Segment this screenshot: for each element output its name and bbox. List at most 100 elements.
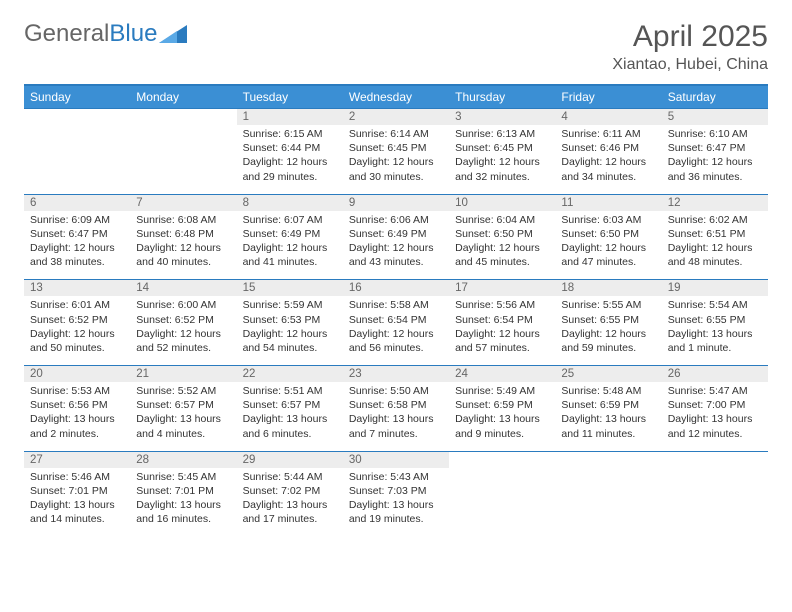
day-number-cell: 9	[343, 194, 449, 211]
empty-cell	[24, 125, 130, 194]
sunrise-text: Sunrise: 5:51 AM	[243, 384, 337, 398]
daylight-text: Daylight: 12 hours and 41 minutes.	[243, 241, 337, 269]
sunrise-text: Sunrise: 5:58 AM	[349, 298, 443, 312]
daylight-text: Daylight: 12 hours and 38 minutes.	[30, 241, 124, 269]
day-number: 20	[24, 366, 130, 382]
sunset-text: Sunset: 6:47 PM	[30, 227, 124, 241]
sunset-text: Sunset: 6:50 PM	[561, 227, 655, 241]
day-detail-cell: Sunrise: 6:10 AMSunset: 6:47 PMDaylight:…	[662, 125, 768, 194]
daylight-text: Daylight: 13 hours and 4 minutes.	[136, 412, 230, 440]
sunrise-text: Sunrise: 5:59 AM	[243, 298, 337, 312]
sunset-text: Sunset: 6:46 PM	[561, 141, 655, 155]
daylight-text: Daylight: 12 hours and 59 minutes.	[561, 327, 655, 355]
day-detail-cell: Sunrise: 6:01 AMSunset: 6:52 PMDaylight:…	[24, 296, 130, 365]
daylight-text: Daylight: 13 hours and 2 minutes.	[30, 412, 124, 440]
day-number-cell: 13	[24, 280, 130, 297]
day-number: 23	[343, 366, 449, 382]
sunset-text: Sunset: 6:52 PM	[136, 313, 230, 327]
sunrise-text: Sunrise: 5:56 AM	[455, 298, 549, 312]
week-daynum-row: 6789101112	[24, 194, 768, 211]
day-detail-cell: Sunrise: 5:46 AMSunset: 7:01 PMDaylight:…	[24, 468, 130, 537]
sunrise-text: Sunrise: 5:52 AM	[136, 384, 230, 398]
daylight-text: Daylight: 12 hours and 54 minutes.	[243, 327, 337, 355]
day-number-cell: 29	[237, 451, 343, 468]
sunset-text: Sunset: 6:57 PM	[136, 398, 230, 412]
day-detail-cell: Sunrise: 5:50 AMSunset: 6:58 PMDaylight:…	[343, 382, 449, 451]
day-number: 4	[555, 109, 661, 125]
brand-word-1: General	[24, 20, 109, 48]
day-number-cell: 21	[130, 366, 236, 383]
daylight-text: Daylight: 12 hours and 56 minutes.	[349, 327, 443, 355]
day-number-cell: 1	[237, 109, 343, 126]
sunset-text: Sunset: 6:54 PM	[349, 313, 443, 327]
daylight-text: Daylight: 12 hours and 43 minutes.	[349, 241, 443, 269]
day-number-cell: 5	[662, 109, 768, 126]
daylight-text: Daylight: 13 hours and 1 minute.	[668, 327, 762, 355]
empty-cell	[449, 451, 555, 468]
day-number: 5	[662, 109, 768, 125]
daylight-text: Daylight: 12 hours and 45 minutes.	[455, 241, 549, 269]
sunset-text: Sunset: 6:45 PM	[455, 141, 549, 155]
day-number-cell: 2	[343, 109, 449, 126]
sunset-text: Sunset: 7:02 PM	[243, 484, 337, 498]
sunrise-text: Sunrise: 6:03 AM	[561, 213, 655, 227]
daylight-text: Daylight: 12 hours and 29 minutes.	[243, 155, 337, 183]
daylight-text: Daylight: 13 hours and 14 minutes.	[30, 498, 124, 526]
day-detail-cell: Sunrise: 6:06 AMSunset: 6:49 PMDaylight:…	[343, 211, 449, 280]
daylight-text: Daylight: 12 hours and 30 minutes.	[349, 155, 443, 183]
sunrise-text: Sunrise: 6:04 AM	[455, 213, 549, 227]
week-detail-row: Sunrise: 5:46 AMSunset: 7:01 PMDaylight:…	[24, 468, 768, 537]
day-number-cell: 16	[343, 280, 449, 297]
col-monday: Monday	[130, 85, 236, 109]
daylight-text: Daylight: 12 hours and 34 minutes.	[561, 155, 655, 183]
sunrise-text: Sunrise: 6:11 AM	[561, 127, 655, 141]
week-daynum-row: 13141516171819	[24, 280, 768, 297]
daylight-text: Daylight: 13 hours and 19 minutes.	[349, 498, 443, 526]
col-friday: Friday	[555, 85, 661, 109]
day-detail-cell: Sunrise: 6:07 AMSunset: 6:49 PMDaylight:…	[237, 211, 343, 280]
sunset-text: Sunset: 6:53 PM	[243, 313, 337, 327]
empty-cell	[555, 451, 661, 468]
day-number: 26	[662, 366, 768, 382]
day-detail-cell: Sunrise: 6:00 AMSunset: 6:52 PMDaylight:…	[130, 296, 236, 365]
daylight-text: Daylight: 12 hours and 48 minutes.	[668, 241, 762, 269]
day-number-cell: 23	[343, 366, 449, 383]
day-detail-cell: Sunrise: 5:56 AMSunset: 6:54 PMDaylight:…	[449, 296, 555, 365]
daylight-text: Daylight: 13 hours and 17 minutes.	[243, 498, 337, 526]
day-detail-cell: Sunrise: 6:13 AMSunset: 6:45 PMDaylight:…	[449, 125, 555, 194]
daylight-text: Daylight: 12 hours and 47 minutes.	[561, 241, 655, 269]
day-number: 18	[555, 280, 661, 296]
day-number-cell: 4	[555, 109, 661, 126]
day-number-cell: 22	[237, 366, 343, 383]
col-sunday: Sunday	[24, 85, 130, 109]
sunrise-text: Sunrise: 5:53 AM	[30, 384, 124, 398]
day-detail-cell: Sunrise: 5:54 AMSunset: 6:55 PMDaylight:…	[662, 296, 768, 365]
day-number-cell: 19	[662, 280, 768, 297]
day-detail-cell: Sunrise: 6:02 AMSunset: 6:51 PMDaylight:…	[662, 211, 768, 280]
day-detail-cell: Sunrise: 6:08 AMSunset: 6:48 PMDaylight:…	[130, 211, 236, 280]
day-number-cell: 28	[130, 451, 236, 468]
sunset-text: Sunset: 6:47 PM	[668, 141, 762, 155]
col-thursday: Thursday	[449, 85, 555, 109]
day-detail-cell: Sunrise: 5:48 AMSunset: 6:59 PMDaylight:…	[555, 382, 661, 451]
day-detail-cell: Sunrise: 5:59 AMSunset: 6:53 PMDaylight:…	[237, 296, 343, 365]
sunrise-text: Sunrise: 6:09 AM	[30, 213, 124, 227]
day-number: 17	[449, 280, 555, 296]
sunset-text: Sunset: 6:54 PM	[455, 313, 549, 327]
day-detail-cell: Sunrise: 5:47 AMSunset: 7:00 PMDaylight:…	[662, 382, 768, 451]
day-number-cell: 11	[555, 194, 661, 211]
day-number: 11	[555, 195, 661, 211]
sunset-text: Sunset: 7:03 PM	[349, 484, 443, 498]
day-detail-cell: Sunrise: 6:09 AMSunset: 6:47 PMDaylight:…	[24, 211, 130, 280]
sunrise-text: Sunrise: 5:48 AM	[561, 384, 655, 398]
sunrise-text: Sunrise: 6:13 AM	[455, 127, 549, 141]
daylight-text: Daylight: 13 hours and 6 minutes.	[243, 412, 337, 440]
day-detail-cell: Sunrise: 5:52 AMSunset: 6:57 PMDaylight:…	[130, 382, 236, 451]
daylight-text: Daylight: 12 hours and 40 minutes.	[136, 241, 230, 269]
day-detail-cell: Sunrise: 5:43 AMSunset: 7:03 PMDaylight:…	[343, 468, 449, 537]
day-number-cell: 3	[449, 109, 555, 126]
sunrise-text: Sunrise: 5:43 AM	[349, 470, 443, 484]
sunset-text: Sunset: 6:48 PM	[136, 227, 230, 241]
sunset-text: Sunset: 6:55 PM	[561, 313, 655, 327]
sunrise-text: Sunrise: 6:07 AM	[243, 213, 337, 227]
